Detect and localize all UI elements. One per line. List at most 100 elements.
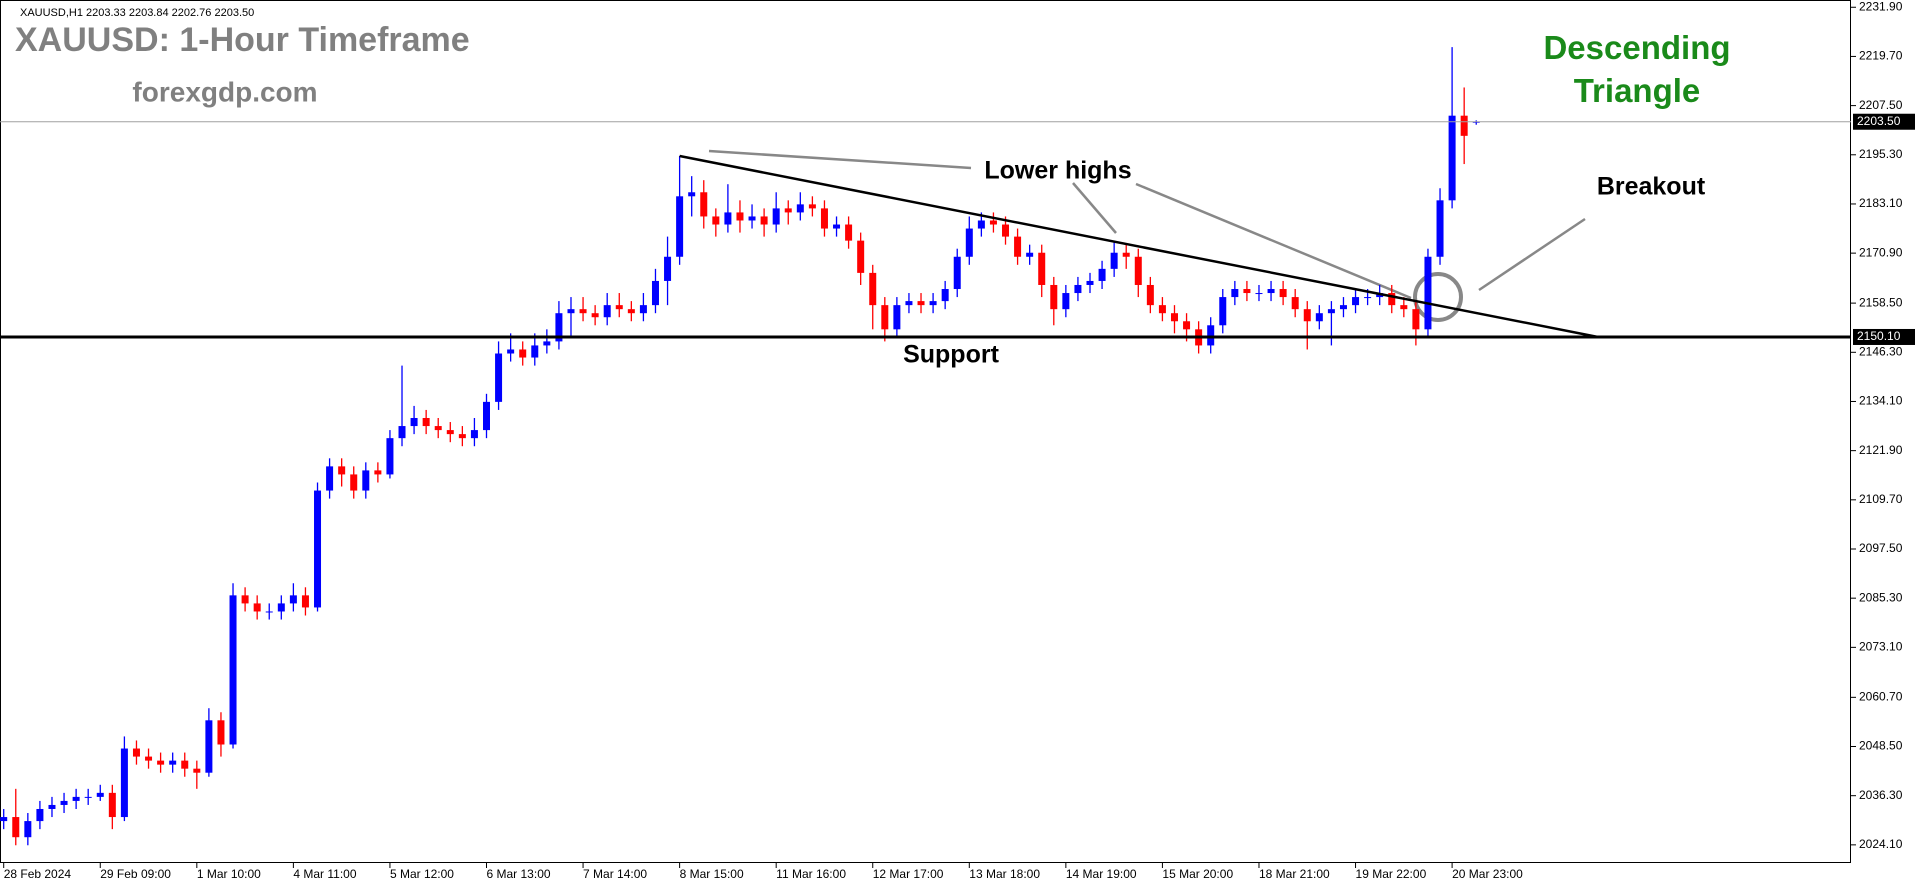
candle-body — [446, 430, 454, 435]
x-tick-label: 18 Mar 21:00 — [1259, 867, 1330, 881]
candle-body — [205, 720, 213, 773]
candle-body — [591, 313, 599, 318]
pointer-line — [1135, 182, 1412, 300]
candle-body — [1219, 297, 1227, 326]
y-tick-label: 2158.50 — [1859, 295, 1903, 309]
candle-body — [1134, 256, 1142, 285]
candle-body — [1388, 293, 1396, 306]
candle-body — [531, 345, 539, 358]
y-tick-label: 2195.30 — [1859, 147, 1903, 161]
candle-body — [60, 800, 68, 805]
y-tick-label: 2048.50 — [1859, 739, 1903, 753]
candle-body — [169, 760, 177, 765]
x-tick-label: 11 Mar 16:00 — [776, 867, 846, 881]
candle-body — [579, 309, 587, 314]
x-tick-label: 29 Feb 09:00 — [100, 867, 171, 881]
pointer-line — [708, 149, 972, 170]
candle-body — [422, 417, 430, 427]
candle-body — [84, 796, 92, 798]
candle-body — [977, 220, 985, 229]
candle-body — [386, 438, 394, 475]
candle-body — [1412, 309, 1420, 330]
candle-body — [289, 595, 297, 604]
candle-body — [398, 426, 406, 439]
price-tag — [1853, 328, 1915, 345]
candle-body — [410, 417, 418, 427]
candle-body — [519, 349, 527, 358]
y-tick-label: 2036.30 — [1859, 788, 1903, 802]
candle-body — [929, 301, 937, 306]
price-tag-label: 2150.10 — [1857, 329, 1901, 343]
candle-body — [96, 792, 104, 797]
x-tick-label: 7 Mar 14:00 — [583, 867, 647, 881]
candle-body — [338, 466, 346, 475]
candle-body — [193, 768, 201, 773]
candle-body — [893, 305, 901, 330]
candle-body — [1086, 280, 1094, 285]
pattern-label: Descending Triangle — [1543, 29, 1731, 109]
candle-body — [555, 313, 563, 342]
candle-body — [108, 792, 116, 818]
candle-body — [639, 305, 647, 314]
candle-body — [615, 305, 623, 310]
candle-body — [1183, 321, 1191, 330]
candle-body — [1279, 289, 1287, 298]
candle-body — [1170, 313, 1178, 322]
y-tick-label: 2097.50 — [1859, 541, 1903, 555]
candle-body — [1303, 309, 1311, 322]
candle-body — [277, 603, 285, 612]
candle-body — [48, 804, 56, 809]
y-tick-label: 2073.10 — [1859, 640, 1903, 654]
candle-body — [941, 289, 949, 302]
y-tick-label: 2170.90 — [1859, 245, 1903, 259]
candle-body — [736, 212, 744, 221]
candle-body — [651, 280, 659, 306]
candle-body — [1146, 284, 1154, 306]
candle-body — [857, 240, 865, 273]
candle-body — [1315, 313, 1323, 322]
x-tick-label: 8 Mar 15:00 — [680, 867, 744, 881]
annotation: Breakout — [1597, 173, 1706, 201]
candle-body — [362, 470, 370, 491]
candle-body — [120, 748, 128, 818]
candle-body — [796, 204, 804, 213]
candle-body — [217, 720, 225, 745]
candle-body — [350, 474, 358, 491]
candle-body — [1026, 252, 1034, 257]
candle-body — [1436, 200, 1444, 257]
candle-body — [688, 192, 696, 197]
x-tick-label: 14 Mar 19:00 — [1066, 867, 1137, 881]
candle-body — [664, 256, 672, 281]
y-tick-label: 2109.70 — [1859, 492, 1903, 506]
candle-body — [760, 216, 768, 225]
candle-body — [12, 817, 20, 838]
candle-body — [627, 309, 635, 314]
chart-subtitle: forexgdp.com — [132, 76, 317, 107]
candle-body — [229, 595, 237, 745]
y-tick-label: 2219.70 — [1859, 49, 1903, 63]
candle-body — [1122, 252, 1130, 257]
pointer-line — [1072, 182, 1117, 234]
candle-body — [603, 305, 611, 318]
candle-body — [1291, 297, 1299, 310]
candle-body — [132, 748, 140, 757]
x-tick-label: 4 Mar 11:00 — [293, 867, 356, 881]
annotation: Lower highs — [984, 157, 1131, 185]
candle-body — [241, 595, 249, 604]
candle-body — [808, 204, 816, 209]
candle-body — [1364, 297, 1372, 299]
candle-body — [748, 216, 756, 221]
candle-body — [1339, 305, 1347, 310]
candle-body — [1098, 268, 1106, 281]
candle-body — [1267, 289, 1275, 294]
candle-body — [784, 208, 792, 213]
trend-line — [679, 154, 1599, 339]
candle-body — [700, 192, 708, 217]
candle-body — [265, 611, 273, 613]
candle-body — [145, 756, 153, 761]
candle-body — [772, 208, 780, 225]
y-tick-label: 2146.30 — [1859, 344, 1903, 358]
candle-body — [1327, 309, 1335, 314]
candle-body — [1255, 293, 1263, 295]
